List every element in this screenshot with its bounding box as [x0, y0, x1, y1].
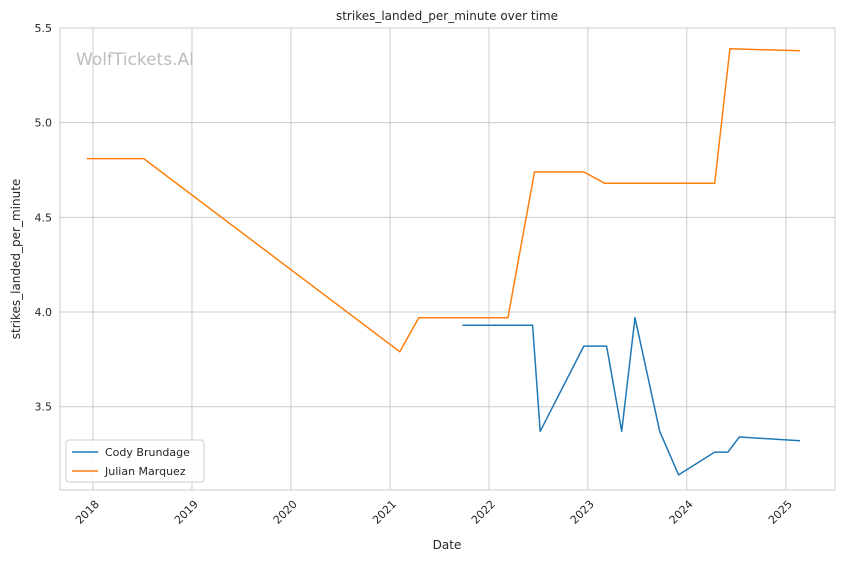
series-lines — [86, 48, 801, 476]
y-tick-label: 5.5 — [35, 22, 53, 35]
plot-frame — [59, 27, 836, 491]
y-tick-label: 4.5 — [35, 211, 53, 224]
y-axis-label: strikes_landed_per_minute — [9, 179, 23, 340]
grid — [60, 27, 835, 490]
legend: Cody Brundage Julian Marquez — [65, 439, 205, 483]
legend-label-0: Cody Brundage — [105, 446, 190, 459]
series-line-1 — [86, 48, 801, 353]
legend-box — [65, 439, 205, 483]
series-line-0 — [462, 316, 801, 476]
y-tick-label: 4.0 — [35, 306, 53, 319]
y-tick-labels: 3.5 4.0 4.5 5.0 5.5 — [35, 22, 53, 414]
watermark: WolfTickets.AI — [76, 50, 194, 70]
chart-title: strikes_landed_per_minute over time — [336, 9, 558, 23]
x-axis-label: Date — [433, 538, 462, 552]
y-tick-label: 3.5 — [35, 401, 53, 414]
y-tick-label: 5.0 — [35, 117, 53, 130]
legend-label-1: Julian Marquez — [104, 465, 186, 478]
